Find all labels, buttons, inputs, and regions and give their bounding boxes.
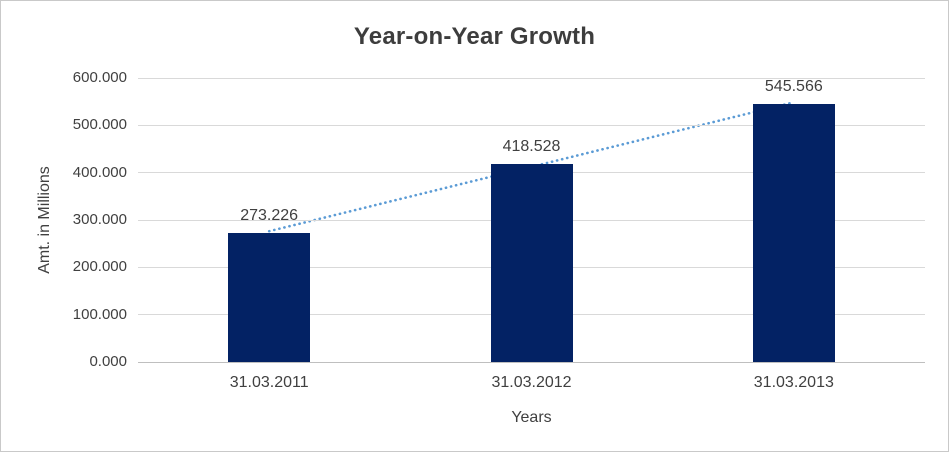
bar-value-label: 273.226 <box>240 206 299 224</box>
y-tick-label: 200.000 <box>72 258 127 276</box>
y-tick-label: 600.000 <box>72 69 127 86</box>
gridline <box>138 124 925 126</box>
y-tick-label: 400.000 <box>72 163 127 181</box>
x-axis-line <box>138 361 925 363</box>
y-axis-title: Amt. in Millions <box>36 166 53 274</box>
x-tick-label: 31.03.2011 <box>229 374 309 391</box>
bar-31.03.2011 <box>228 232 311 362</box>
y-tick-label: 0.000 <box>89 353 127 370</box>
bar-value-label: 418.528 <box>502 137 561 155</box>
chart-title: Year-on-Year Growth <box>353 23 596 50</box>
bar-31.03.2012 <box>490 163 573 362</box>
x-tick-label: 31.03.2013 <box>753 374 834 391</box>
bar-value-label: 545.566 <box>764 77 823 95</box>
y-tick-label: 100.000 <box>72 305 127 323</box>
x-axis-title: Years <box>511 409 552 426</box>
y-tick-label: 500.000 <box>72 116 127 134</box>
y-tick-label: 300.000 <box>72 211 127 228</box>
bar-31.03.2013 <box>752 103 835 362</box>
x-tick-label: 31.03.2012 <box>491 374 572 391</box>
gridline <box>138 77 925 79</box>
